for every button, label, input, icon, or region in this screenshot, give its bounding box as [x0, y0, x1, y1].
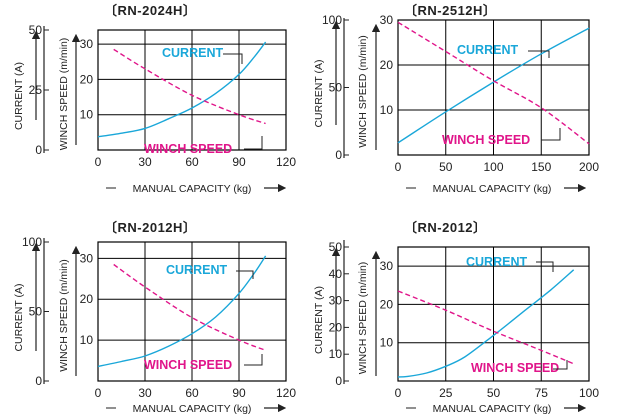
inner-y-tick-label: 30 [380, 259, 394, 273]
current-axis-label: CURRENT (A) [13, 62, 25, 130]
x-tick-label: 50 [439, 160, 453, 174]
current-tick-label: 10 [329, 347, 343, 361]
x-tick-label: 25 [439, 386, 453, 400]
current-axis-label: CURRENT (A) [13, 283, 25, 351]
winch-speed-series-label: WINCH SPEED [144, 358, 232, 372]
winch-speed-leader-line [244, 354, 263, 366]
inner-y-tick-label: 10 [380, 103, 394, 117]
x-axis-label: MANUAL CAPACITY (kg) [433, 183, 552, 195]
x-tick-label: 0 [395, 160, 402, 174]
inner-y-tick-label: 30 [380, 13, 394, 27]
winch-speed-line [113, 48, 266, 125]
plot-frame [397, 19, 590, 156]
current-series-label: CURRENT [457, 43, 518, 57]
x-tick-label: 30 [138, 155, 152, 169]
current-tick-label: 50 [29, 23, 43, 37]
inner-y-tick-label: 10 [380, 336, 394, 350]
current-tick-label: 0 [35, 143, 42, 157]
winch-speed-leader-line [541, 128, 561, 141]
chart-title: 〔RN-2012〕 [404, 220, 487, 235]
x-tick-label: 60 [185, 155, 199, 169]
winch-speed-leader-line [553, 360, 568, 370]
inner-y-tick-label: 10 [80, 333, 94, 347]
inner-y-tick-label: 30 [80, 251, 94, 265]
inner-y-tick-label: 20 [80, 72, 94, 86]
current-tick-label: 0 [335, 148, 342, 162]
winch-speed-axis-label: WINCH SPEED (m/min) [58, 38, 70, 151]
winch-speed-series-label: WINCH SPEED [442, 133, 530, 147]
x-tick-label: 100 [483, 160, 503, 174]
current-axis-label: CURRENT (A) [313, 286, 325, 354]
x-tick-label: 90 [232, 155, 246, 169]
inner-y-tick-label: 30 [80, 37, 94, 51]
winch-speed-axis-label: WINCH SPEED (m/min) [357, 35, 369, 148]
inner-y-tick-label: 20 [380, 297, 394, 311]
inner-y-tick-label: 20 [80, 292, 94, 306]
x-tick-label: 100 [579, 386, 599, 400]
current-tick-label: 100 [322, 13, 342, 27]
plot-frame [97, 29, 287, 151]
current-tick-label: 0 [35, 374, 42, 388]
current-tick-label: 100 [22, 235, 42, 249]
current-tick-label: 0 [335, 374, 342, 388]
current-curve [97, 41, 267, 138]
winch-speed-line [397, 290, 574, 365]
current-series-label: CURRENT [162, 46, 223, 60]
x-tick-label: 30 [138, 386, 152, 400]
current-axis-label: CURRENT (A) [313, 59, 325, 127]
current-series-label: CURRENT [466, 255, 527, 269]
current-leader-line [528, 50, 550, 58]
x-tick-label: 0 [95, 155, 102, 169]
x-tick-label: 150 [531, 160, 551, 174]
x-tick-label: 60 [185, 386, 199, 400]
winch-speed-series-label: WINCH SPEED [471, 361, 559, 375]
plot-frame [397, 246, 590, 382]
winch-speed-axis-label: WINCH SPEED (m/min) [58, 259, 70, 372]
current-tick-label: 50 [329, 240, 343, 254]
winch-speed-leader-line [244, 136, 263, 150]
current-series-label: CURRENT [166, 263, 227, 277]
x-axis-label: MANUAL CAPACITY (kg) [133, 183, 252, 195]
x-tick-label: 50 [487, 386, 501, 400]
current-leader-line [536, 261, 554, 272]
winch-speed-axis-label: WINCH SPEED (m/min) [357, 262, 369, 375]
chart-panel-2: 〔RN-2512H〕0 50 100 150 200102030050100CURREN… [313, 3, 599, 195]
x-tick-label: 75 [535, 386, 549, 400]
current-curve [397, 27, 590, 144]
chart-title: 〔RN-2024H〕 [104, 3, 196, 18]
current-leader-line [236, 270, 254, 279]
current-curve [397, 269, 575, 378]
x-axis-label: MANUAL CAPACITY (kg) [133, 403, 252, 415]
current-leader-line [223, 53, 243, 64]
chart-panel-3: 〔RN-2012H〕0 30 60 90 120102030050100CURRENT … [13, 220, 296, 415]
inner-y-tick-label: 10 [80, 108, 94, 122]
winch-speed-series-label: WINCH SPEED [144, 142, 232, 156]
chart-title: 〔RN-2512H〕 [404, 3, 496, 18]
plot-frame [97, 241, 287, 382]
current-curve [97, 255, 267, 368]
x-tick-label: 0 [95, 386, 102, 400]
chart-title: 〔RN-2012H〕 [104, 220, 196, 235]
x-tick-label: 0 [395, 386, 402, 400]
chart-panel-4: 〔RN-2012〕0 25 50 75 10010203001020304050CURR… [313, 220, 599, 415]
x-tick-label: 90 [232, 386, 246, 400]
inner-y-tick-label: 20 [380, 58, 394, 72]
x-tick-label: 200 [579, 160, 599, 174]
winch-speed-line [113, 263, 266, 351]
winch-speed-line [397, 21, 590, 145]
x-tick-label: 120 [276, 155, 296, 169]
x-tick-label: 120 [276, 386, 296, 400]
x-axis-label: MANUAL CAPACITY (kg) [433, 403, 552, 415]
